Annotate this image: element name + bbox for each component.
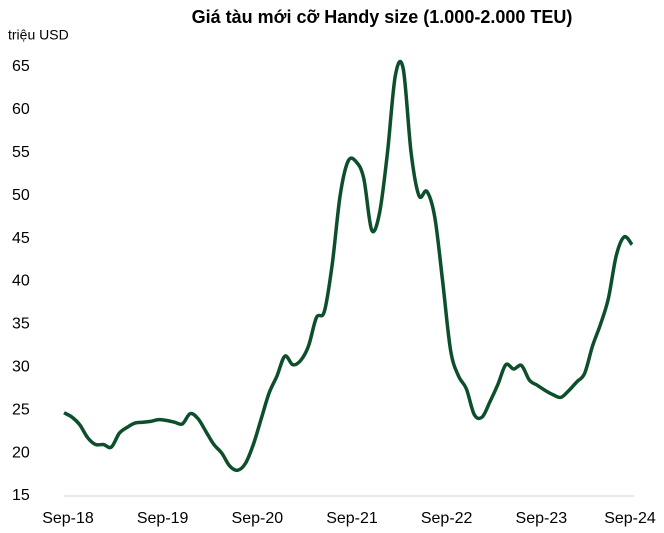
chart-title: Giá tàu mới cỡ Handy size (1.000-2.000 T… (192, 7, 573, 27)
x-tick-label: Sep-23 (516, 510, 568, 527)
y-tick-label: 55 (12, 144, 30, 161)
x-tick-label: Sep-21 (326, 510, 378, 527)
x-tick-label: Sep-19 (137, 510, 189, 527)
x-tick-label: Sep-20 (232, 510, 284, 527)
y-tick-label: 45 (12, 230, 30, 247)
x-tick-label: Sep-24 (604, 510, 656, 527)
y-tick-label: 60 (12, 101, 30, 118)
y-tick-label: 25 (12, 401, 30, 418)
y-tick-label: 15 (12, 487, 30, 504)
y-tick-label: 30 (12, 359, 30, 376)
y-tick-label: 20 (12, 444, 30, 461)
x-tick-label: Sep-18 (42, 510, 94, 527)
y-axis-label: triệu USD (8, 27, 69, 43)
y-tick-label: 65 (12, 58, 30, 75)
y-tick-label: 35 (12, 316, 30, 333)
y-tick-label: 50 (12, 187, 30, 204)
line (63, 59, 634, 473)
x-tick-label: Sep-22 (421, 510, 473, 527)
y-tick-label: 40 (12, 273, 30, 290)
